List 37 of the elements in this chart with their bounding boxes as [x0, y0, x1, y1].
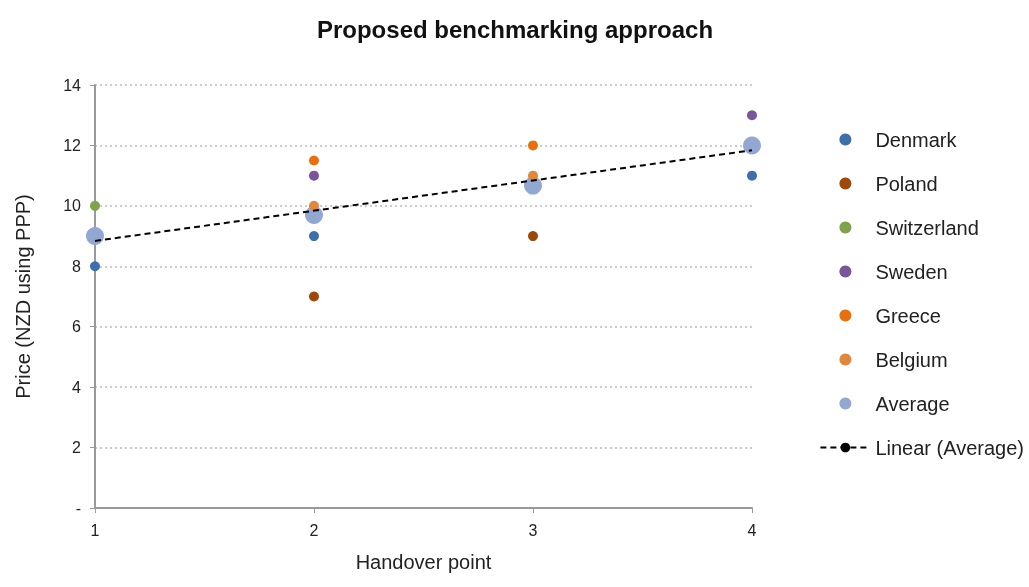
x-tick-label: 4 [747, 521, 757, 539]
chart-title: Proposed benchmarking approach [316, 15, 714, 43]
point [743, 136, 761, 155]
y-tick-label: 6 [72, 318, 82, 336]
legend-label: Sweden [875, 260, 948, 283]
y-tick-label: 10 [63, 197, 82, 215]
y-tick-label: - [75, 499, 81, 517]
y-tick-label: 8 [72, 257, 82, 275]
y-tick-label: 14 [63, 76, 82, 94]
point [309, 231, 319, 242]
point [528, 140, 538, 151]
x-tick-label: 3 [528, 521, 538, 539]
point [528, 170, 538, 181]
x-tick-label: 2 [309, 521, 319, 539]
y-tick-label: 12 [63, 136, 82, 154]
legend-label: Average [875, 392, 950, 415]
legend-label: Linear (Average) [875, 436, 1025, 459]
point [86, 227, 104, 246]
legend-label: Switzerland [875, 216, 979, 239]
y-tick-label: 2 [72, 439, 82, 457]
y-tick-label: 4 [72, 378, 82, 396]
point [528, 231, 538, 242]
x-axis-title: Handover point [355, 551, 492, 573]
y-axis-title: Price (NZD using PPP) [12, 194, 34, 399]
legend-label: Greece [875, 304, 941, 327]
point [90, 261, 100, 272]
point [309, 170, 319, 181]
point [309, 155, 319, 166]
point [90, 200, 100, 211]
x-tick-label: 1 [90, 521, 100, 539]
point [747, 110, 757, 121]
point [747, 170, 757, 181]
point [309, 291, 319, 302]
legend-label: Belgium [875, 348, 948, 371]
legend-label: Denmark [875, 128, 958, 151]
legend-label: Poland [875, 172, 938, 195]
point [309, 200, 319, 211]
